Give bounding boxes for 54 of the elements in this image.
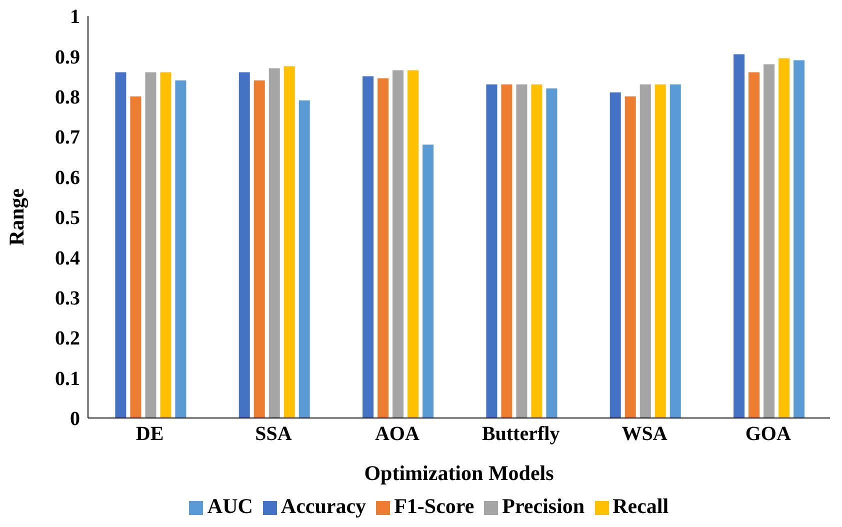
- y-tick-label: 0.5: [55, 207, 80, 230]
- bar: [670, 84, 681, 418]
- bar: [486, 84, 498, 418]
- y-tick-label: 0.7: [55, 126, 80, 149]
- x-tick-label: WSA: [622, 423, 668, 446]
- x-tick-label: GOA: [745, 423, 792, 446]
- bar: [145, 72, 156, 418]
- y-tick-label: 0.8: [55, 86, 80, 108]
- bar: [624, 96, 636, 418]
- legend-label: Recall: [612, 494, 669, 518]
- bar: [254, 80, 265, 418]
- y-axis-title: Range: [4, 188, 28, 246]
- x-tick-label: AOA: [374, 423, 420, 446]
- x-axis-title: Optimization Models: [364, 461, 554, 485]
- bar: [546, 88, 558, 418]
- bar: [654, 84, 666, 418]
- bar: [734, 54, 745, 418]
- bar: [130, 96, 142, 418]
- y-tick-label: 0.6: [55, 166, 80, 189]
- y-tick-label: 0.3: [55, 288, 80, 310]
- bar: [362, 76, 374, 418]
- legend-label: AUC: [207, 494, 253, 518]
- bar: [284, 66, 295, 418]
- bar: [160, 72, 172, 418]
- y-tick-label: 0.9: [55, 46, 80, 68]
- bar: [764, 64, 775, 418]
- legend-label: Precision: [502, 494, 585, 518]
- legend-label: F1-Score: [394, 494, 474, 518]
- x-tick-label: Butterfly: [482, 423, 560, 446]
- y-tick-label: 0: [70, 408, 80, 430]
- x-tick-label: SSA: [255, 423, 292, 446]
- bar: [501, 84, 512, 418]
- bar: [408, 70, 419, 418]
- y-tick-label: 0.2: [55, 328, 80, 350]
- bar: [115, 72, 126, 418]
- bar: [392, 70, 404, 418]
- x-tick-label: DE: [136, 423, 164, 446]
- legend-label: Accuracy: [280, 494, 366, 518]
- bar: [422, 144, 434, 418]
- y-tick-label: 1: [70, 6, 80, 28]
- bar: [778, 58, 790, 418]
- y-tick-label: 0.4: [55, 247, 80, 270]
- bar: [794, 60, 805, 418]
- bar: [175, 80, 186, 418]
- bar: [531, 84, 542, 418]
- bar: [748, 72, 760, 418]
- y-tick-label: 0.1: [55, 368, 80, 390]
- bar: [640, 84, 651, 418]
- bar: [238, 72, 250, 418]
- bar: [268, 68, 280, 418]
- bar: [516, 84, 528, 418]
- bar: [610, 92, 621, 418]
- bar: [378, 78, 389, 418]
- bar: [298, 100, 310, 418]
